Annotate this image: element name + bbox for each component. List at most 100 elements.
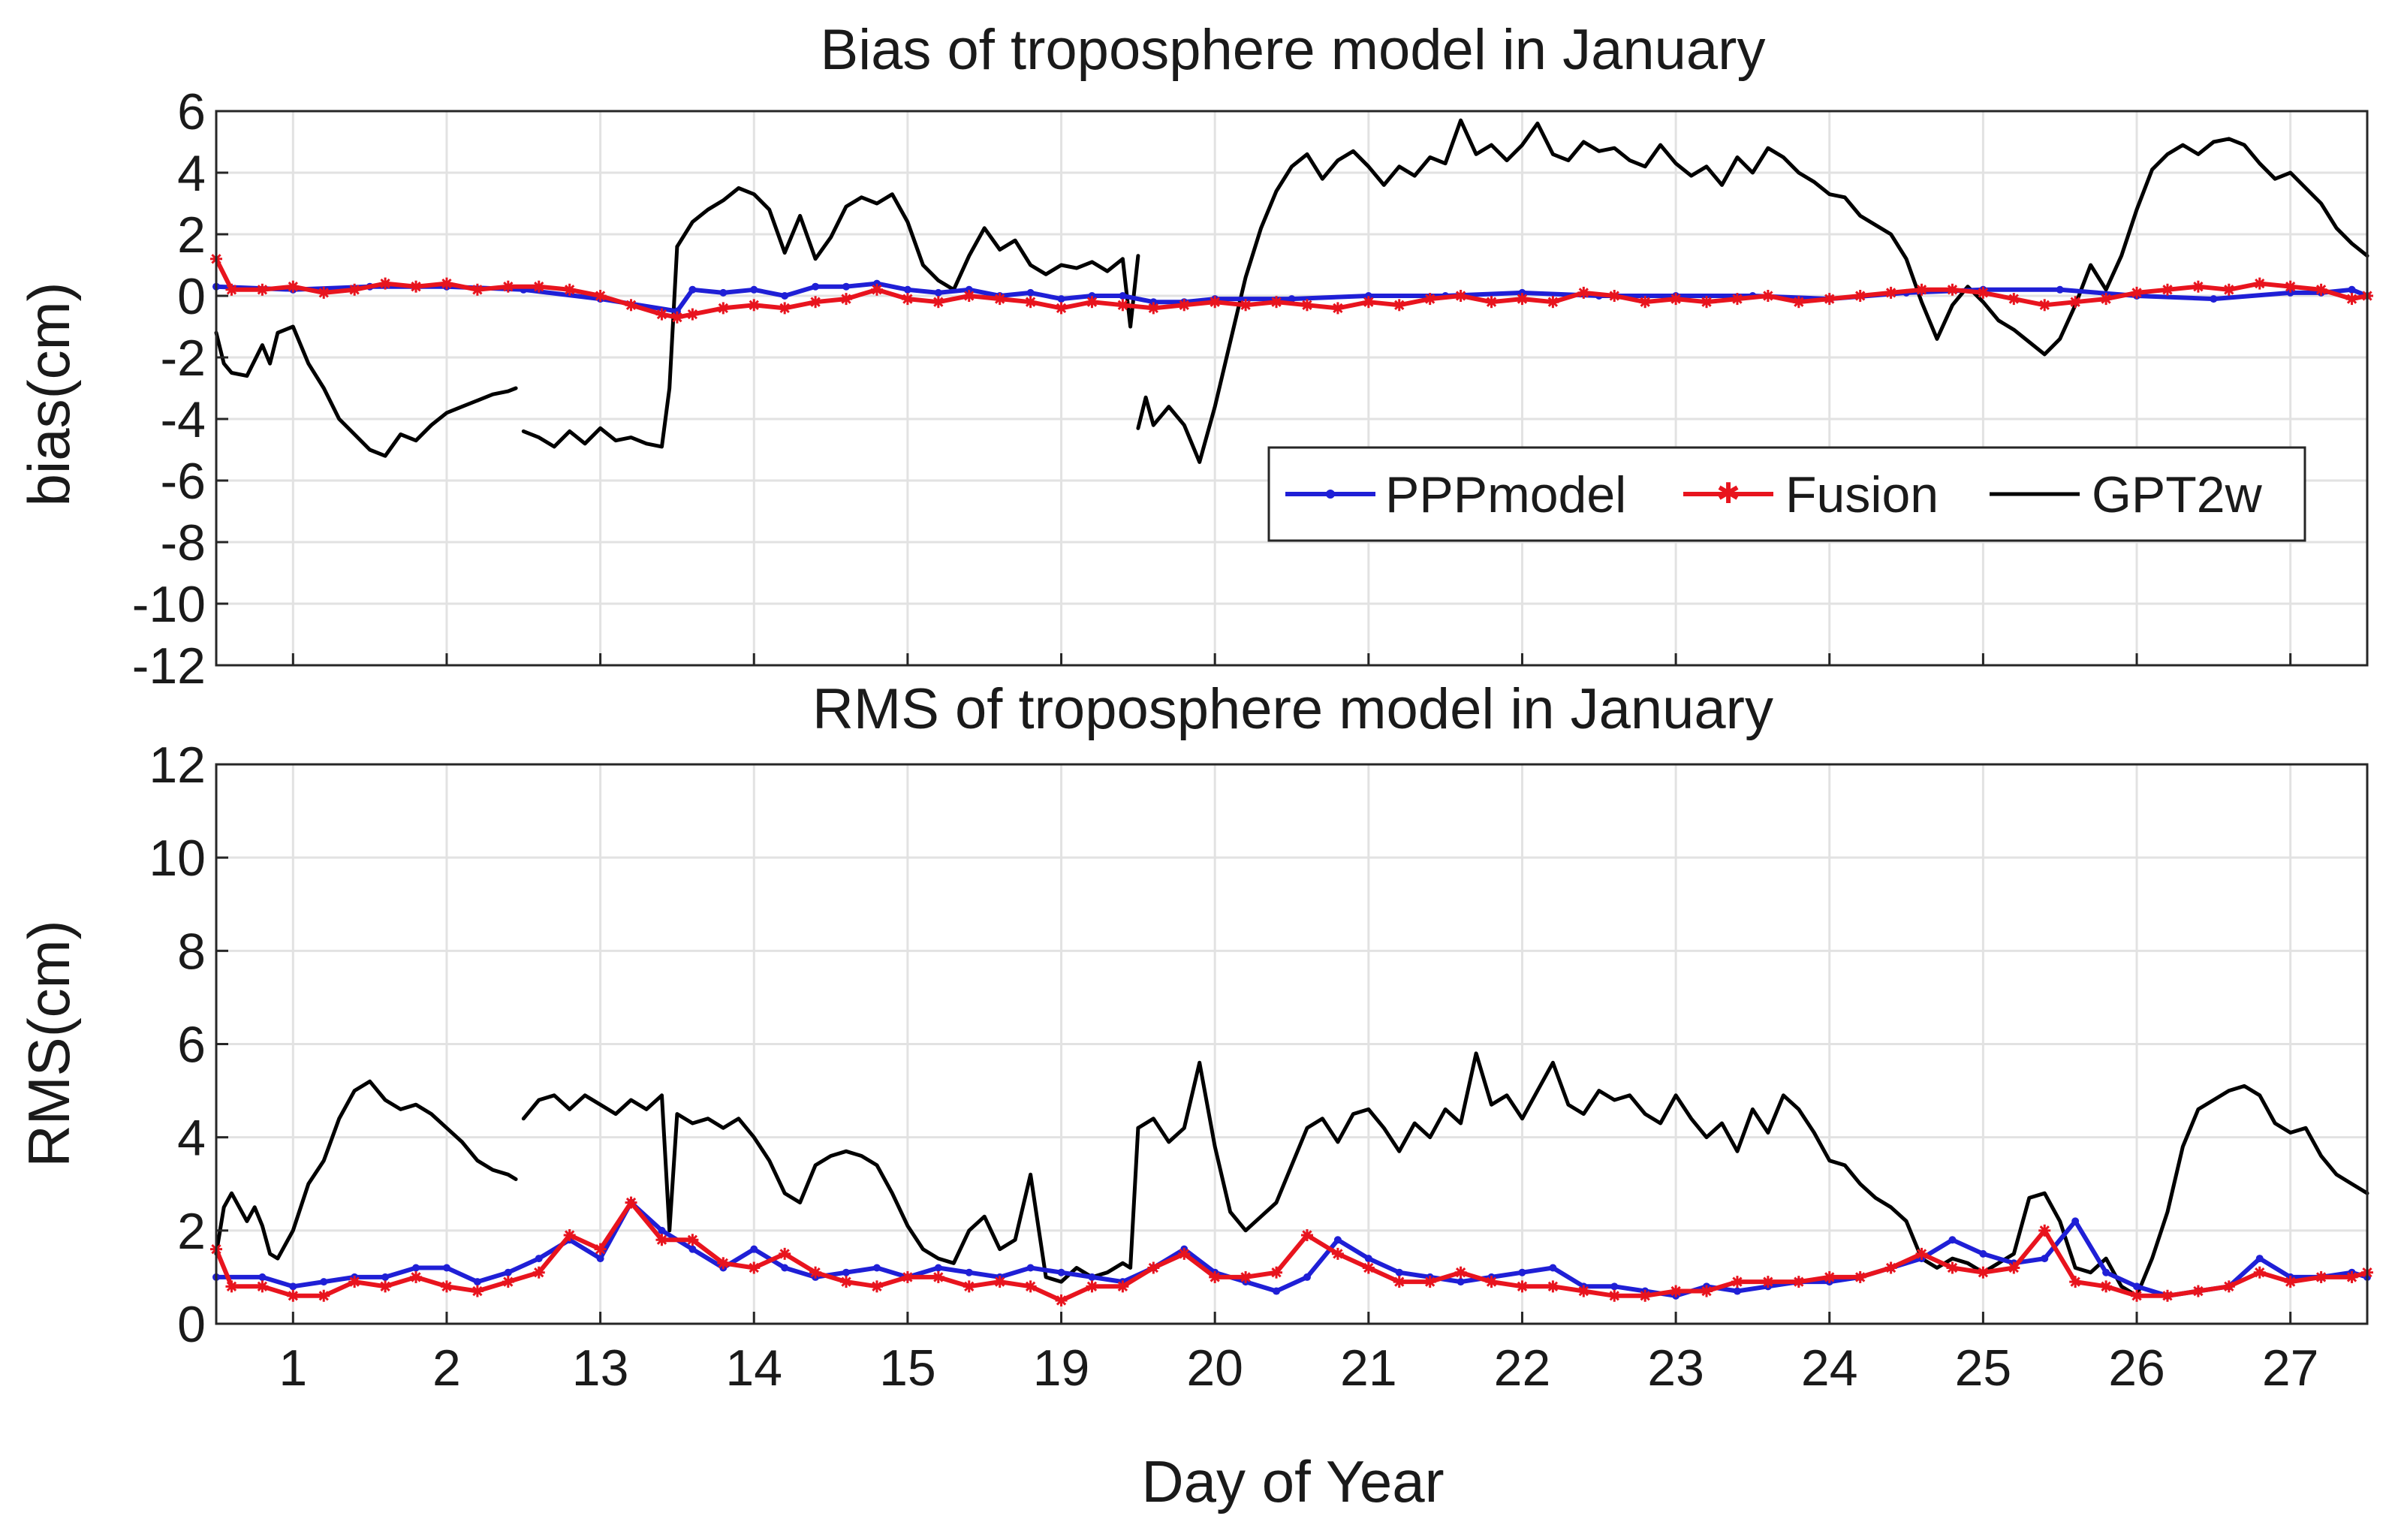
bias-point-pppmodel bbox=[1149, 298, 1158, 306]
rms-point-fusion bbox=[1147, 1261, 1160, 1274]
bias-point-fusion bbox=[1701, 296, 1713, 309]
rms-point-pppmodel bbox=[872, 1264, 881, 1272]
rms-y-ticks: 12 10 8 6 4 2 0 bbox=[149, 737, 228, 1353]
bias-marker-stroke bbox=[534, 282, 544, 292]
rms-marker-stroke bbox=[2101, 1281, 2111, 1291]
rms-marker-stroke bbox=[1609, 1291, 1619, 1301]
rms-marker-stroke bbox=[810, 1267, 821, 1278]
rms-marker-stroke bbox=[1978, 1267, 1989, 1278]
bias-marker-stroke bbox=[1517, 294, 1528, 304]
rms-marker-stroke bbox=[534, 1267, 544, 1278]
rms-point-fusion bbox=[318, 1289, 330, 1302]
rms-marker-stroke bbox=[1302, 1230, 1312, 1240]
bias-marker-stroke bbox=[687, 309, 698, 320]
rms-chart: RMS of troposphere model in January RMS(… bbox=[16, 677, 2373, 1514]
rms-point-pppmodel bbox=[1549, 1264, 1557, 1272]
rms-marker-stroke bbox=[1794, 1276, 1804, 1287]
rms-point-pppmodel bbox=[320, 1278, 328, 1286]
bias-point-fusion bbox=[1854, 290, 1866, 302]
rms-xtick-label: 15 bbox=[879, 1340, 936, 1397]
rms-marker-stroke bbox=[1148, 1262, 1158, 1273]
rms-point-fusion bbox=[532, 1266, 545, 1279]
rms-marker-stroke bbox=[2285, 1276, 2296, 1287]
bias-marker-stroke bbox=[779, 303, 790, 314]
rms-marker-stroke bbox=[1486, 1276, 1497, 1287]
bias-point-pppmodel bbox=[1057, 295, 1065, 303]
rms-xtick-label: 27 bbox=[2262, 1340, 2319, 1397]
bias-marker-stroke bbox=[2193, 282, 2204, 292]
rms-marker-stroke bbox=[1333, 1249, 1343, 1259]
rms-point-fusion bbox=[779, 1247, 791, 1260]
bias-point-fusion bbox=[1240, 299, 1252, 312]
bias-point-fusion bbox=[993, 293, 1006, 306]
rms-point-fusion bbox=[1454, 1266, 1467, 1279]
bias-point-fusion bbox=[563, 283, 576, 296]
bias-point-pppmodel bbox=[965, 285, 973, 294]
bias-ytick-label: 0 bbox=[177, 268, 206, 325]
bias-marker-stroke bbox=[1578, 288, 1589, 298]
rms-point-fusion bbox=[1915, 1247, 1928, 1260]
x-axis-label: Day of Year bbox=[1141, 1448, 1444, 1514]
bias-point-pppmodel bbox=[2210, 295, 2218, 303]
rms-point-pppmodel bbox=[2102, 1268, 2110, 1276]
rms-point-fusion bbox=[1792, 1276, 1805, 1288]
rms-point-fusion bbox=[1055, 1294, 1068, 1306]
rms-marker-stroke bbox=[1086, 1281, 1098, 1291]
rms-point-fusion bbox=[1639, 1289, 1652, 1302]
rms-point-fusion bbox=[1178, 1247, 1191, 1260]
bias-point-fusion bbox=[2253, 277, 2266, 290]
rms-point-pppmodel bbox=[1948, 1236, 1957, 1244]
bias-ytick-label: -2 bbox=[161, 330, 206, 387]
bias-point-fusion bbox=[318, 286, 330, 299]
rms-marker-stroke bbox=[1056, 1295, 1067, 1306]
bias-point-fusion bbox=[1209, 296, 1222, 309]
rms-marker-stroke bbox=[1271, 1267, 1282, 1278]
bias-point-pppmodel bbox=[872, 279, 881, 288]
bias-ytick-label: -10 bbox=[132, 576, 206, 633]
bias-point-fusion bbox=[440, 277, 453, 290]
rms-point-pppmodel bbox=[965, 1268, 973, 1276]
bias-marker-stroke bbox=[2346, 294, 2357, 304]
bias-ytick-label: -8 bbox=[161, 514, 206, 571]
rms-marker-stroke bbox=[2008, 1262, 2019, 1273]
bias-marker-stroke bbox=[1794, 297, 1804, 307]
rms-marker-stroke bbox=[318, 1291, 329, 1301]
rms-point-pppmodel bbox=[1395, 1268, 1403, 1276]
rms-marker-stroke bbox=[2162, 1291, 2173, 1301]
rms-point-pppmodel bbox=[2255, 1255, 2264, 1263]
rms-marker-stroke bbox=[1885, 1262, 1896, 1273]
rms-point-fusion bbox=[1670, 1285, 1683, 1297]
rms-marker-stroke bbox=[1578, 1285, 1589, 1297]
rms-point-fusion bbox=[348, 1276, 361, 1288]
rms-series bbox=[210, 1051, 2373, 1306]
bias-point-fusion bbox=[1393, 299, 1405, 312]
rms-xtick-label: 25 bbox=[1955, 1340, 2012, 1397]
rms-marker-stroke bbox=[749, 1262, 759, 1273]
bias-marker-stroke bbox=[411, 282, 421, 292]
bias-y-axis-label: bias(cm) bbox=[16, 282, 82, 506]
rms-point-fusion bbox=[2161, 1289, 2174, 1302]
rms-marker-stroke bbox=[2193, 1285, 2204, 1297]
rms-xtick-label: 20 bbox=[1186, 1340, 1243, 1397]
bias-marker-stroke bbox=[1086, 297, 1098, 307]
bias-point-pppmodel bbox=[719, 288, 728, 297]
rms-series-fusion-line bbox=[214, 1200, 2369, 1303]
rms-marker-stroke bbox=[1701, 1285, 1712, 1297]
rms-gridlines bbox=[216, 763, 2367, 1325]
rms-point-fusion bbox=[993, 1276, 1006, 1288]
bias-point-pppmodel bbox=[903, 285, 911, 294]
bias-marker-stroke bbox=[595, 291, 606, 301]
bias-marker-stroke bbox=[1210, 297, 1220, 307]
rms-xtick-label: 14 bbox=[725, 1340, 782, 1397]
bias-marker-stroke bbox=[441, 278, 452, 289]
bias-point-fusion bbox=[2131, 286, 2143, 299]
bias-marker-stroke bbox=[2255, 278, 2265, 289]
rms-point-pppmodel bbox=[381, 1273, 390, 1281]
rms-point-fusion bbox=[1086, 1280, 1098, 1293]
bias-point-fusion bbox=[748, 299, 761, 312]
rms-ytick-label: 2 bbox=[177, 1203, 206, 1260]
rms-point-fusion bbox=[1331, 1247, 1344, 1260]
rms-point-fusion bbox=[1209, 1270, 1222, 1283]
rms-marker-stroke bbox=[1855, 1272, 1866, 1282]
bias-point-pppmodel bbox=[2348, 285, 2356, 294]
